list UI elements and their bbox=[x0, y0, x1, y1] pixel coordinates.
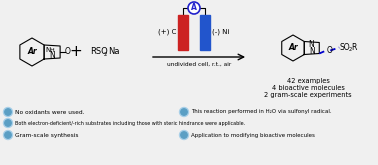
Text: (+) C: (+) C bbox=[158, 29, 176, 35]
Circle shape bbox=[5, 120, 11, 126]
Text: Application to modifying bioactive molecules: Application to modifying bioactive molec… bbox=[191, 132, 315, 137]
Circle shape bbox=[180, 108, 189, 116]
Text: undivided cell, r.t., air: undivided cell, r.t., air bbox=[167, 62, 231, 67]
Bar bbox=[200, 15, 210, 50]
Circle shape bbox=[3, 108, 12, 116]
Circle shape bbox=[181, 109, 187, 115]
Circle shape bbox=[180, 131, 189, 139]
Text: (-) Ni: (-) Ni bbox=[212, 29, 229, 35]
Text: O: O bbox=[65, 48, 71, 56]
Text: Ar: Ar bbox=[288, 44, 298, 52]
Text: 4 bioactive molecules: 4 bioactive molecules bbox=[271, 85, 344, 91]
Text: O: O bbox=[326, 46, 332, 55]
Text: Ar: Ar bbox=[27, 48, 37, 56]
Text: N: N bbox=[308, 40, 314, 49]
Text: N: N bbox=[309, 47, 314, 56]
Circle shape bbox=[5, 109, 11, 115]
Circle shape bbox=[181, 132, 187, 138]
Text: H: H bbox=[50, 49, 54, 53]
Text: No oxidants were used.: No oxidants were used. bbox=[15, 110, 85, 115]
Text: RSO: RSO bbox=[90, 48, 108, 56]
Text: +: + bbox=[70, 45, 82, 60]
Circle shape bbox=[188, 2, 200, 14]
Text: Gram-scale synthesis: Gram-scale synthesis bbox=[15, 132, 79, 137]
Circle shape bbox=[3, 118, 12, 128]
Text: 2: 2 bbox=[104, 51, 107, 56]
Bar bbox=[178, 15, 188, 50]
Text: Both electron-deficient/-rich substrates including those with steric hindrance w: Both electron-deficient/-rich substrates… bbox=[15, 120, 245, 126]
Text: 42 examples: 42 examples bbox=[287, 78, 330, 84]
Text: 2 gram-scale experiments: 2 gram-scale experiments bbox=[264, 92, 352, 98]
Circle shape bbox=[3, 131, 12, 139]
Text: N: N bbox=[49, 50, 55, 60]
Text: R: R bbox=[351, 43, 356, 52]
Text: 2: 2 bbox=[348, 47, 352, 52]
Circle shape bbox=[5, 132, 11, 138]
Text: SO: SO bbox=[339, 43, 350, 52]
Text: This reaction performed in H₂O via sulfonyl radical.: This reaction performed in H₂O via sulfo… bbox=[191, 110, 332, 115]
Text: A: A bbox=[191, 3, 197, 13]
Text: Na: Na bbox=[108, 48, 119, 56]
Text: N: N bbox=[45, 48, 51, 53]
